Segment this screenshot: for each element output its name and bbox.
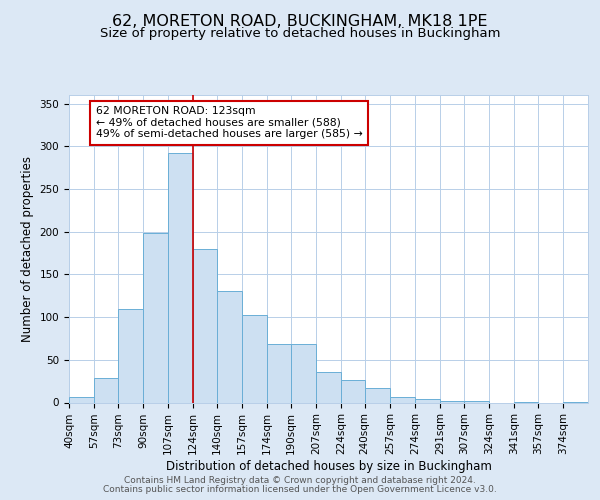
Bar (267, 344, 291, 403)
Text: Contains public sector information licensed under the Open Government Licence v3: Contains public sector information licen… (103, 485, 497, 494)
Bar (217, 292, 242, 403)
Bar (390, 396, 415, 402)
Bar (118, 308, 143, 402)
Y-axis label: Number of detached properties: Number of detached properties (21, 156, 34, 342)
Bar (365, 388, 390, 402)
Text: Contains HM Land Registry data © Crown copyright and database right 2024.: Contains HM Land Registry data © Crown c… (124, 476, 476, 485)
Bar (341, 380, 365, 402)
Text: 62, MORETON ROAD, BUCKINGHAM, MK18 1PE: 62, MORETON ROAD, BUCKINGHAM, MK18 1PE (112, 14, 488, 29)
Bar (291, 344, 316, 403)
Bar (168, 153, 193, 402)
Bar (69, 398, 94, 402)
X-axis label: Distribution of detached houses by size in Buckingham: Distribution of detached houses by size … (166, 460, 491, 473)
Bar (94, 378, 118, 402)
Bar (316, 372, 341, 402)
Bar (143, 234, 168, 402)
Bar (464, 401, 489, 402)
Bar (415, 399, 440, 402)
Bar (193, 248, 217, 402)
Text: 62 MORETON ROAD: 123sqm
← 49% of detached houses are smaller (588)
49% of semi-d: 62 MORETON ROAD: 123sqm ← 49% of detache… (95, 106, 362, 140)
Bar (242, 316, 267, 402)
Text: Size of property relative to detached houses in Buckingham: Size of property relative to detached ho… (100, 28, 500, 40)
Bar (440, 401, 464, 402)
